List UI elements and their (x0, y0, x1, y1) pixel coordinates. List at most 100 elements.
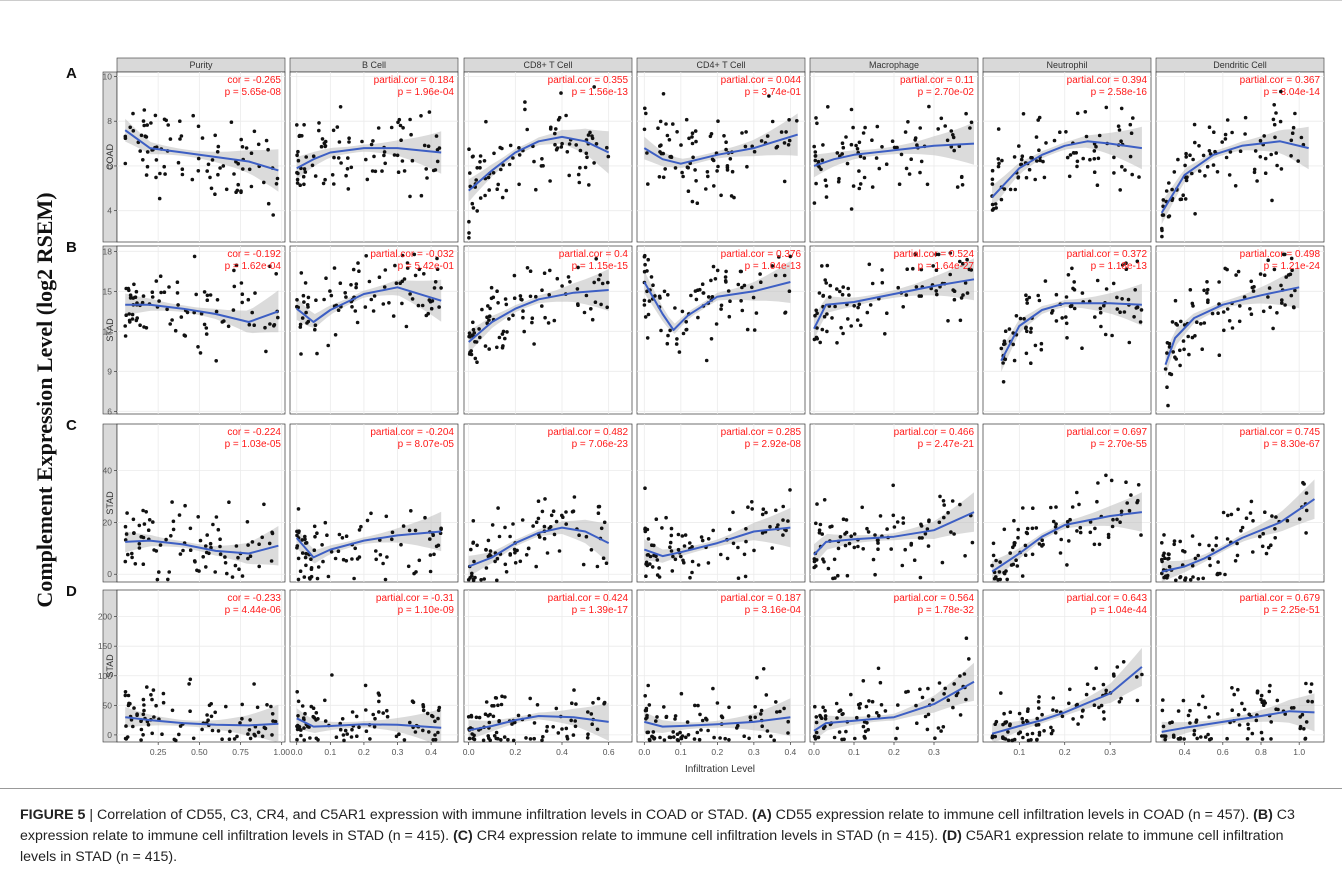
data-point (844, 530, 849, 535)
data-point (878, 514, 883, 518)
data-point (1037, 148, 1041, 152)
data-point (1037, 542, 1042, 546)
data-point (311, 706, 316, 710)
data-point (883, 709, 888, 713)
data-point (824, 281, 828, 285)
data-point (1001, 735, 1005, 739)
data-point (1101, 682, 1106, 687)
data-point (1102, 303, 1106, 308)
data-point (1268, 683, 1272, 688)
data-point (716, 119, 720, 123)
data-point (1196, 577, 1201, 581)
data-point (270, 530, 274, 535)
data-point (413, 730, 418, 734)
data-point (1298, 715, 1302, 719)
data-point (221, 164, 226, 168)
data-point (1223, 132, 1228, 137)
data-point (128, 296, 133, 300)
data-point (309, 567, 314, 571)
data-point (267, 541, 272, 546)
data-point (347, 140, 351, 144)
data-point (1120, 164, 1124, 169)
data-point (495, 578, 499, 583)
data-point (1067, 539, 1071, 543)
data-point (836, 573, 840, 578)
data-point (1308, 689, 1313, 694)
data-point (787, 138, 792, 143)
data-point (642, 303, 647, 307)
data-point (263, 325, 267, 330)
data-point (1252, 170, 1257, 175)
x-tick-label: 0.1 (675, 747, 687, 757)
data-point (357, 528, 362, 532)
data-point (240, 145, 245, 149)
data-point (719, 552, 723, 557)
data-point (646, 683, 650, 688)
data-point (698, 712, 702, 717)
data-point (209, 186, 214, 191)
data-point (298, 569, 303, 573)
data-point (1127, 340, 1132, 345)
data-point (378, 553, 383, 557)
data-point (1267, 689, 1272, 694)
data-point (494, 736, 499, 741)
confidence-band (296, 131, 442, 180)
data-point (484, 547, 488, 552)
data-point (470, 155, 475, 159)
data-point (333, 333, 338, 337)
data-point (196, 169, 201, 173)
stat-cor: partial.cor = 0.394 (1067, 75, 1148, 86)
data-point (855, 147, 860, 151)
data-point (210, 158, 215, 162)
data-point (1184, 151, 1188, 156)
stat-cor: cor = -0.265 (227, 75, 281, 86)
data-point (748, 715, 753, 719)
data-point (706, 728, 710, 733)
data-point (863, 125, 867, 130)
data-point (300, 704, 305, 708)
stat-cor: partial.cor = 0.424 (548, 593, 629, 604)
stat-p: p = 7.06e-23 (572, 439, 629, 450)
data-point (255, 705, 260, 710)
data-point (496, 703, 500, 708)
data-point (1242, 707, 1247, 712)
data-point (474, 178, 479, 182)
data-point (240, 702, 244, 707)
fit-line (1164, 286, 1300, 366)
data-point (760, 724, 764, 728)
data-point (565, 734, 569, 739)
y-axis-label: Complement Expression Level (log2 RSEM) (32, 192, 57, 607)
data-point (1068, 687, 1072, 692)
data-point (491, 171, 496, 175)
data-point (202, 322, 207, 327)
data-point (471, 541, 475, 545)
data-point (950, 499, 955, 503)
data-point (167, 570, 171, 574)
data-point (326, 343, 331, 348)
y-tick-label: 40 (103, 466, 113, 476)
data-point (394, 734, 399, 739)
data-point (201, 555, 205, 559)
data-point (1025, 709, 1030, 713)
data-point (486, 538, 491, 543)
data-point (271, 719, 275, 723)
data-point (1286, 273, 1291, 277)
fit-line (295, 530, 442, 559)
data-point (576, 265, 580, 270)
data-point (154, 279, 159, 283)
data-point (572, 495, 577, 499)
data-point (1182, 347, 1186, 352)
data-point (719, 303, 724, 308)
data-point (862, 720, 867, 724)
data-point (1029, 738, 1033, 742)
data-point (849, 692, 853, 697)
data-point (303, 711, 307, 716)
data-point (431, 714, 435, 719)
data-point (1230, 708, 1234, 712)
stat-cor: partial.cor = -0.032 (370, 249, 454, 260)
data-point (257, 564, 262, 569)
data-point (504, 302, 509, 307)
data-point (480, 307, 484, 312)
data-point (691, 155, 695, 160)
data-point (1133, 288, 1137, 292)
